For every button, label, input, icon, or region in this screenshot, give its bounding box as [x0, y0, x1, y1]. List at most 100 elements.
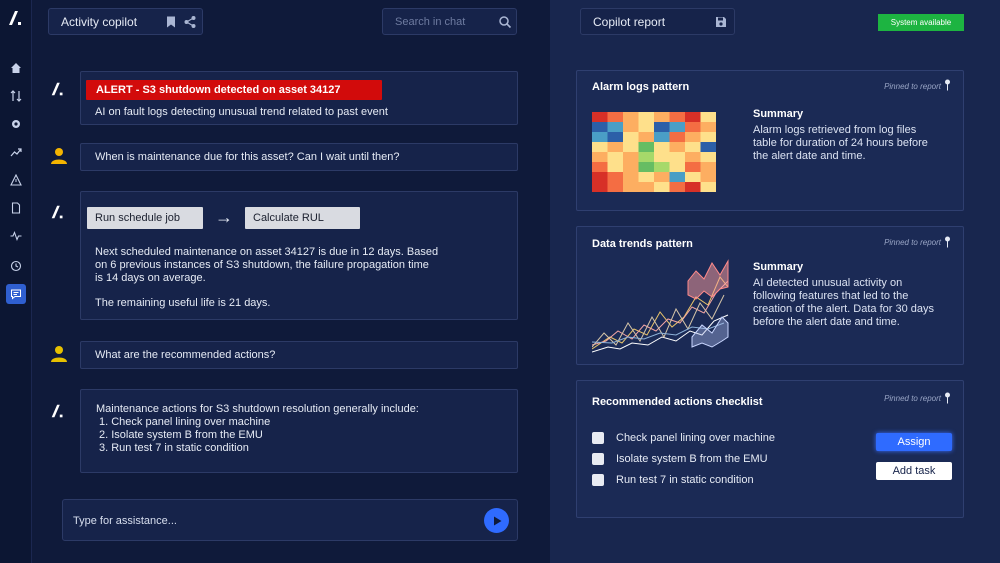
heatmap-cell: [607, 132, 624, 143]
alert-detail: AI on fault logs detecting unusual trend…: [95, 106, 388, 118]
heatmap-cell: [700, 172, 716, 183]
alarm-summary-line: Alarm logs retrieved from log files: [753, 124, 917, 136]
step-calculate-rul[interactable]: Calculate RUL: [245, 207, 360, 229]
heatmap-cell: [700, 152, 716, 163]
logo-icon[interactable]: [6, 8, 26, 28]
document-icon[interactable]: [6, 198, 26, 218]
heatmap-cell: [638, 182, 655, 192]
sidebar-rail: [0, 0, 32, 563]
share-icon[interactable]: [183, 15, 197, 29]
alarm-logs-title: Alarm logs pattern: [592, 81, 690, 93]
copilot-title: Activity copilot: [61, 14, 138, 29]
report-title-bar: Copilot report: [580, 8, 735, 35]
trend-icon[interactable]: [6, 142, 26, 162]
copilot-title-bar: Activity copilot: [48, 8, 203, 35]
heatmap-cell: [607, 182, 624, 192]
summary-label: Summary: [753, 108, 804, 120]
heatmap-cell: [654, 162, 670, 173]
gear-icon[interactable]: [6, 114, 26, 134]
checklist-item[interactable]: Run test 7 in static condition: [592, 474, 754, 486]
heatmap-cell: [607, 172, 624, 183]
heatmap-cell: [700, 182, 716, 192]
heatmap-cell: [592, 182, 608, 192]
copilot-avatar-logo: [51, 404, 63, 418]
checklist-item[interactable]: Check panel lining over machine: [592, 432, 775, 444]
heatmap-cell: [669, 182, 686, 192]
trends-summary-line: before the alert date and time.: [753, 316, 900, 328]
user-icon: [51, 148, 67, 164]
chat-input[interactable]: Type for assistance...: [62, 499, 518, 541]
bookmark-icon[interactable]: [164, 15, 178, 29]
send-button[interactable]: [484, 508, 509, 533]
data-trends-title: Data trends pattern: [592, 238, 693, 250]
data-trends-card: Data trends pattern Pinned to report Sum…: [576, 226, 964, 365]
heatmap-cell: [607, 112, 624, 123]
heatmap-cell: [638, 142, 655, 153]
pinned-label: Pinned to report: [884, 394, 941, 403]
heatmap-cell: [685, 132, 701, 143]
heatmap-cell: [638, 112, 655, 123]
heatmap-cell: [592, 132, 608, 143]
response-1-line-4: The remaining useful life is 21 days.: [95, 297, 271, 309]
checklist-item-label: Check panel lining over machine: [616, 432, 775, 444]
checklist-item[interactable]: Isolate system B from the EMU: [592, 453, 768, 465]
heatmap-cell: [685, 172, 701, 183]
response-1-line-1: Next scheduled maintenance on asset 3412…: [95, 246, 439, 258]
pinned-label: Pinned to report: [884, 82, 941, 91]
heatmap-cell: [669, 122, 686, 133]
heatmap-cell: [623, 172, 639, 183]
search-icon[interactable]: [498, 15, 512, 29]
pin-icon[interactable]: [944, 236, 951, 248]
pin-icon[interactable]: [944, 392, 951, 404]
checkbox[interactable]: [592, 453, 604, 465]
checklist-item-label: Isolate system B from the EMU: [616, 453, 768, 465]
step-run-schedule-job[interactable]: Run schedule job: [87, 207, 203, 229]
heatmap-cell: [685, 112, 701, 123]
action-item: 3. Run test 7 in static condition: [99, 442, 249, 454]
chat-icon[interactable]: [6, 284, 26, 304]
user-question-2: [80, 341, 518, 369]
checkbox[interactable]: [592, 432, 604, 444]
pulse-icon[interactable]: [6, 226, 26, 246]
heatmap-cell: [638, 152, 655, 163]
action-item: 1. Check panel lining over machine: [99, 416, 271, 428]
sort-icon[interactable]: [6, 86, 26, 106]
checkbox[interactable]: [592, 474, 604, 486]
save-icon[interactable]: [714, 15, 728, 29]
question-1-text: When is maintenance due for this asset? …: [95, 151, 400, 163]
heatmap-cell: [592, 142, 608, 153]
heatmap-cell: [638, 132, 655, 143]
heatmap-cell: [623, 152, 639, 163]
add-task-button[interactable]: Add task: [876, 462, 952, 480]
heatmap-cell: [669, 172, 686, 183]
response-2-intro: Maintenance actions for S3 shutdown reso…: [96, 403, 419, 415]
assign-button[interactable]: Assign: [876, 433, 952, 451]
heatmap-cell: [685, 182, 701, 192]
heatmap-cell: [638, 122, 655, 133]
home-icon[interactable]: [6, 58, 26, 78]
heatmap-cell: [607, 152, 624, 163]
heatmap-cell: [638, 162, 655, 173]
history-icon[interactable]: [6, 256, 26, 276]
heatmap-cell: [654, 132, 670, 143]
trends-summary-line: AI detected unusual activity on: [753, 277, 903, 289]
heatmap-cell: [607, 142, 624, 153]
heatmap-cell: [592, 152, 608, 163]
heatmap-cell: [654, 142, 670, 153]
pinned-label: Pinned to report: [884, 238, 941, 247]
warning-icon[interactable]: [6, 170, 26, 190]
heatmap-cell: [607, 162, 624, 173]
heatmap-cell: [669, 132, 686, 143]
report-title: Copilot report: [593, 14, 666, 29]
heatmap-cell: [685, 152, 701, 163]
heatmap-cell: [623, 182, 639, 192]
heatmap-cell: [685, 142, 701, 153]
alert-badge: ALERT - S3 shutdown detected on asset 34…: [86, 80, 382, 100]
heatmap-cell: [669, 162, 686, 173]
pin-icon[interactable]: [944, 79, 951, 91]
checklist-title: Recommended actions checklist: [592, 396, 763, 408]
heatmap-cell: [623, 132, 639, 143]
heatmap-cell: [592, 122, 608, 133]
chat-search-input[interactable]: Search in chat: [382, 8, 517, 35]
action-item: 2. Isolate system B from the EMU: [99, 429, 263, 441]
